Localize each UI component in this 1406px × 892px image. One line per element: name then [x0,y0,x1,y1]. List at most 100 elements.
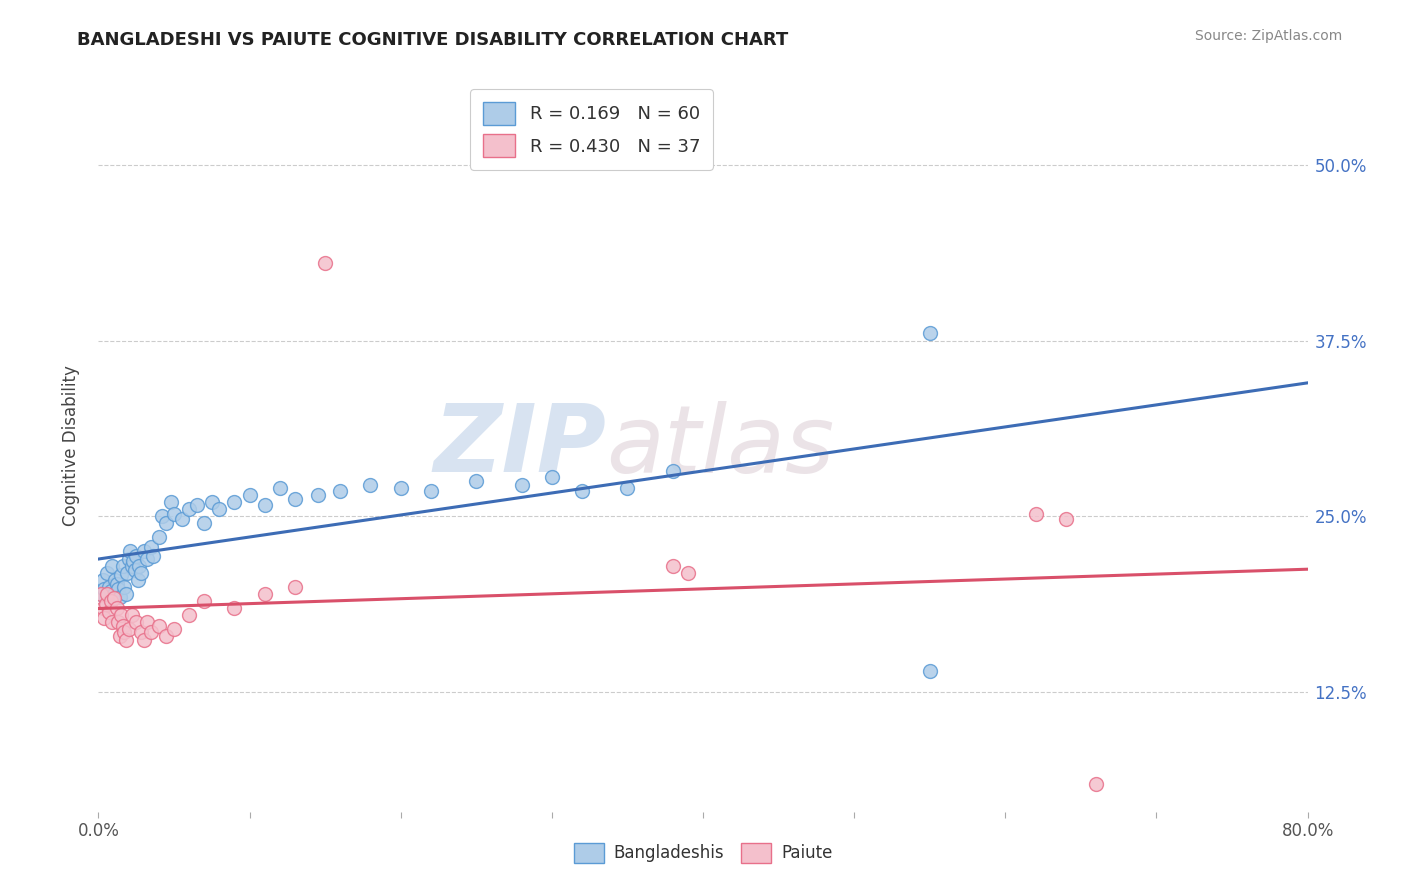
Point [329,483,352,498]
Point [150,509,173,524]
Point [284,492,307,507]
Point [284,580,307,594]
Point [108,629,131,643]
Point [91,600,114,615]
Point [132,633,155,648]
Point [420,483,443,498]
Text: atlas: atlas [606,401,835,491]
Point [163,622,186,636]
Point [105,577,128,591]
Point [124,563,146,577]
Point [115,566,138,580]
Point [465,474,488,488]
Point [141,541,163,555]
Point [163,507,186,521]
Point [128,558,150,573]
Point [1085,776,1108,790]
Point [98,605,121,619]
Y-axis label: Cognitive Disability: Cognitive Disability [62,366,80,526]
Point [253,498,276,512]
Point [389,481,412,495]
Point [103,591,125,605]
Point [360,478,382,492]
Point [111,619,134,633]
Point [155,629,177,643]
Point [155,516,177,531]
Point [201,495,224,509]
Point [90,587,112,601]
Point [90,587,112,601]
Point [135,551,157,566]
Point [148,619,170,633]
Point [193,516,215,531]
Point [118,622,141,636]
Point [93,582,115,597]
Point [253,587,276,601]
Text: ZIP: ZIP [433,400,606,492]
Point [142,549,165,563]
Point [120,544,142,558]
Point [107,615,129,629]
Point [112,580,135,594]
Point [179,502,201,516]
Point [1054,512,1077,526]
Point [118,551,141,566]
Point [121,558,143,573]
Point [100,583,122,598]
Point [125,615,148,629]
Point [540,470,562,484]
Point [918,664,941,678]
Point [114,633,136,648]
Point [571,483,593,498]
Point [129,624,152,639]
Point [1024,507,1046,521]
Point [132,544,155,558]
Point [110,607,132,622]
Point [100,593,122,607]
Point [122,554,145,568]
Point [510,478,533,492]
Point [96,587,118,601]
Point [91,573,114,587]
Point [108,590,131,604]
Point [148,530,170,544]
Point [224,495,246,509]
Point [170,512,193,526]
Point [96,566,118,580]
Text: BANGLADESHI VS PAIUTE COGNITIVE DISABILITY CORRELATION CHART: BANGLADESHI VS PAIUTE COGNITIVE DISABILI… [77,31,789,49]
Point [98,580,121,594]
Point [110,568,132,582]
Point [135,615,157,629]
Point [104,573,127,587]
Point [127,573,149,587]
Point [616,481,638,495]
Point [676,566,699,580]
Point [307,488,329,502]
Point [94,597,117,611]
Point [101,558,124,573]
Point [112,624,135,639]
Point [918,326,941,341]
Point [269,481,291,495]
Point [94,591,117,605]
Point [224,600,246,615]
Point [101,615,124,629]
Point [239,488,262,502]
Point [114,587,136,601]
Text: Source: ZipAtlas.com: Source: ZipAtlas.com [1195,29,1343,43]
Point [105,600,128,615]
Point [193,593,215,607]
Point [160,495,183,509]
Point [103,587,125,601]
Legend: Bangladeshis, Paiute: Bangladeshis, Paiute [567,837,839,869]
Point [314,256,336,270]
Point [129,566,152,580]
Point [125,549,148,563]
Point [107,582,129,597]
Point [93,610,115,624]
Point [111,558,134,573]
Point [141,624,163,639]
Point [121,607,143,622]
Point [661,558,683,573]
Point [186,498,208,512]
